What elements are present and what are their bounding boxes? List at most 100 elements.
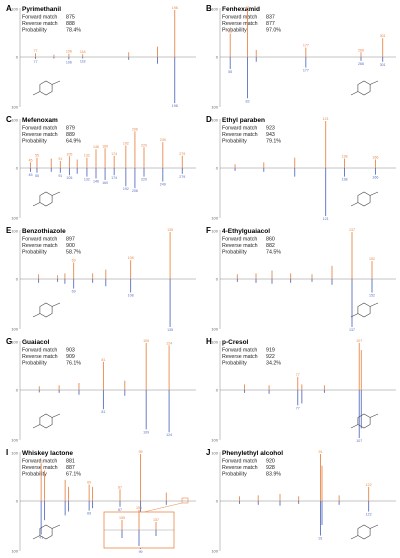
molecule-structure [350,191,379,207]
compound-name: p-Cresol [222,339,249,346]
stat-value: 928 [266,465,275,471]
y-tick-label: 100 [11,216,18,221]
stat-label: Reverse match [22,465,58,471]
sample-peak-label: 192 [123,141,129,145]
spectrum-chart-B: B Fenhexamid Forward match 837 Reverse match… [206,4,396,110]
sample-peak-label: 105 [66,152,72,156]
y-tick-label: 0 [16,166,19,171]
library-peak-label: 41 [39,536,43,540]
library-peak-label: 91 [58,174,62,178]
molecule-structure [32,80,61,96]
molecule-structure [350,524,379,540]
sample-peak-label: 249 [160,138,166,142]
stat-value: 58.7% [66,250,81,256]
library-peak-label: 83 [246,99,250,103]
stat-label: Forward match [22,348,57,354]
sample-peak-label: 55 [228,30,232,34]
library-peak-label: 108 [128,293,134,297]
stat-value: 34.2% [266,361,281,367]
y-tick-label: 100 [11,451,18,456]
y-tick-label: 100 [211,216,218,221]
library-peak-label: 69 [87,512,91,516]
stat-value: 900 [66,243,75,249]
library-peak-label: 87 [118,508,122,512]
inset-peak-label: 156 [136,506,142,510]
stat-value: 83.9% [266,472,281,478]
sample-peak-label: 87 [118,485,122,489]
y-tick-label: 0 [216,166,219,171]
panel-letter: E [6,226,12,235]
library-peak-label: 106 [66,60,72,64]
y-tick-label: 100 [211,327,218,332]
panel-J: J Phenylethyl alcohol Forward match 920 Reve… [204,446,400,554]
sample-peak-label: 118 [80,50,86,54]
stat-value: 875 [66,15,75,21]
stat-label: Reverse match [222,132,258,138]
inset-peak-label: 155 [119,516,125,520]
molecule-structure [350,302,379,318]
sample-peak-label: 55 [35,154,39,158]
stat-label: Reverse match [222,465,258,471]
panel-B: B Fenhexamid Forward match 837 Reverse match… [204,2,400,110]
spectrum-chart-D: D Ethyl paraben Forward match 923 Reverse ma… [206,115,396,221]
library-peak-label: 99 [139,550,143,554]
stat-label: Forward match [222,348,257,354]
sample-peak-label: 160 [102,144,108,148]
sample-peak-label: 69 [72,259,76,263]
panel-D: D Ethyl paraben Forward match 923 Reverse ma… [204,113,400,221]
stat-label: Probability [222,139,247,145]
library-peak-label: 124 [166,433,172,437]
y-tick-label: 0 [16,277,19,282]
y-tick-label: 100 [211,105,218,110]
sample-peak-label: 266 [358,48,364,52]
stat-value: 943 [266,132,275,138]
panel-C: C Mefenoxam Forward match 879 Reverse match 8… [4,113,200,221]
library-peak-label: 109 [143,430,149,434]
library-peak-label: 122 [366,513,372,517]
compound-name: Whiskey lactone [22,450,73,457]
spectrum-chart-I: I Whiskey lactone Forward match 881 Reverse … [6,448,196,554]
sample-peak-label: 124 [166,341,172,345]
sample-peak-label: 279 [179,152,185,156]
library-peak-label: 45 [28,173,32,177]
library-peak-label: 105 [66,176,72,180]
stat-value: 76.1% [66,361,81,367]
sample-peak-label: 198 [172,6,178,10]
stat-label: Probability [222,250,247,256]
stat-value: 860 [266,237,275,243]
stat-label: Reverse match [222,21,258,27]
y-tick-label: 100 [11,105,18,110]
stat-value: 922 [266,354,275,360]
library-peak-label: 249 [160,182,166,186]
library-peak-label: 279 [179,175,185,179]
panel-letter: H [206,337,212,346]
stat-value: 920 [266,459,275,465]
compound-name: Benzothiazole [22,228,66,235]
stat-value: 877 [266,21,275,27]
library-peak-label: 177 [303,69,309,73]
stat-label: Forward match [222,459,257,465]
spectrum-chart-A: A Pyrimethanil Forward match 875 Reverse mat… [6,4,196,110]
sample-peak-label: 69 [87,481,91,485]
sample-peak-label: 91 [58,157,62,161]
sample-peak-label: 121 [323,117,329,121]
library-peak-label: 192 [123,187,129,191]
spectrum-chart-C: C Mefenoxam Forward match 879 Reverse match 8… [6,115,196,221]
stat-label: Reverse match [22,243,58,249]
panel-letter: J [206,448,210,457]
y-tick-label: 0 [16,499,19,504]
y-tick-label: 100 [11,7,18,12]
stat-label: Reverse match [222,243,258,249]
stat-value: 923 [266,126,275,132]
inset-peak-label: 157 [153,518,159,522]
stat-label: Probability [22,28,47,34]
compound-name: Ethyl paraben [222,117,265,124]
library-peak-label: 69 [72,290,76,294]
y-tick-label: 0 [216,277,219,282]
sample-peak-label: 45 [28,158,32,162]
library-peak-label: 152 [369,293,375,297]
stat-value: 889 [66,132,75,138]
